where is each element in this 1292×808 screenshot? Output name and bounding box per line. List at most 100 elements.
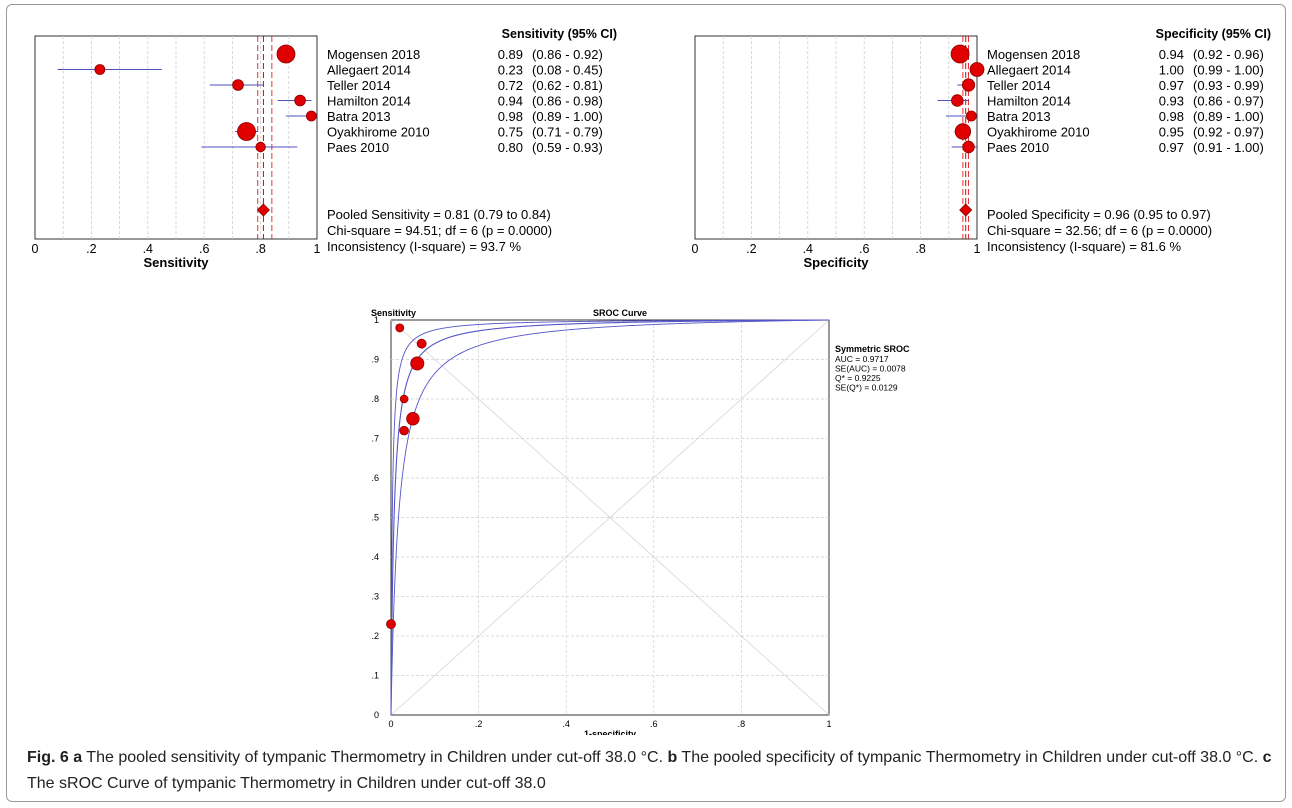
y-tick-label: .9 [371, 355, 379, 365]
pooled-stat: Pooled Sensitivity = 0.81 (0.79 to 0.84) [327, 207, 551, 222]
study-value: 1.00 [1159, 63, 1184, 78]
study-value: 0.75 [498, 125, 523, 140]
legend-stat: AUC = 0.9717 [835, 354, 889, 364]
x-axis-label: Specificity [803, 255, 869, 270]
x-tick-label: 1 [826, 719, 831, 729]
study-point [965, 110, 977, 122]
x-tick-label: 0 [388, 719, 393, 729]
x-tick-label: .6 [199, 242, 209, 256]
chart-title: SROC Curve [593, 308, 647, 318]
study-point [399, 394, 409, 404]
study-value: 0.94 [1159, 47, 1184, 62]
y-tick-label: .4 [371, 552, 379, 562]
study-name: Batra 2013 [327, 109, 391, 124]
study-value: 0.98 [1159, 109, 1184, 124]
y-tick-label: .6 [371, 473, 379, 483]
study-name: Batra 2013 [987, 109, 1051, 124]
x-tick-label: .4 [143, 242, 153, 256]
study-point [294, 94, 306, 107]
study-point [950, 44, 970, 64]
study-point [969, 62, 985, 77]
study-ci: (0.86 - 0.92) [532, 47, 603, 62]
pooled-diamond [256, 203, 270, 217]
study-name: Paes 2010 [327, 140, 389, 155]
study-ci: (0.89 - 1.00) [1193, 109, 1264, 124]
study-point [395, 323, 405, 333]
study-name: Mogensen 2018 [987, 47, 1080, 62]
study-point [416, 338, 427, 349]
x-tick-label: .8 [738, 719, 746, 729]
x-tick-label: .8 [255, 242, 265, 256]
x-axis-label: 1-specificity [584, 729, 636, 735]
x-tick-label: .6 [859, 242, 869, 256]
x-tick-label: 0 [32, 242, 39, 256]
study-value: 0.97 [1159, 78, 1184, 93]
study-value: 0.98 [498, 109, 523, 124]
y-tick-label: .8 [371, 394, 379, 404]
sroc-ci-curve [390, 319, 830, 715]
study-point [406, 412, 420, 426]
study-ci: (0.59 - 0.93) [532, 140, 603, 155]
study-point [255, 141, 266, 153]
legend-stat: SE(AUC) = 0.0078 [835, 364, 906, 374]
study-name: Teller 2014 [987, 78, 1051, 93]
study-value: 0.95 [1159, 125, 1184, 140]
study-value: 0.89 [498, 47, 523, 62]
x-tick-label: .4 [803, 242, 813, 256]
study-ci: (0.62 - 0.81) [532, 78, 603, 93]
study-value: 0.97 [1159, 140, 1184, 155]
x-tick-label: 1 [314, 242, 321, 256]
study-name: Teller 2014 [327, 78, 391, 93]
study-point [232, 79, 244, 91]
sroc-curve [390, 319, 830, 715]
figure-caption: Fig. 6 a The pooled sensitivity of tympa… [27, 745, 1277, 797]
caption-letter-c: c [1262, 749, 1272, 766]
y-tick-label: .1 [371, 671, 379, 681]
y-tick-label: .5 [371, 513, 379, 523]
pooled-stat: Chi-square = 32.56; df = 6 (p = 0.0000) [987, 223, 1212, 238]
forest-header: Specificity (95% CI) [1156, 27, 1271, 41]
study-ci: (0.08 - 0.45) [532, 63, 603, 78]
legend-title: Symmetric SROC [835, 344, 910, 354]
study-ci: (0.92 - 0.96) [1193, 47, 1264, 62]
legend-stat: SE(Q*) = 0.0129 [835, 383, 898, 393]
x-tick-label: 0 [692, 242, 699, 256]
caption-text-b: The pooled specificity of tympanic Therm… [677, 749, 1263, 766]
study-point [961, 78, 976, 92]
study-name: Oyakhirome 2010 [327, 125, 430, 140]
study-name: Hamilton 2014 [327, 94, 411, 109]
sroc-curve-plot: 0 .2 .4 .6 .8 1 0 .1 .2 .3 .4 .5 .6 .7 .8 .9 1 1-specific… [371, 308, 910, 739]
study-ci: (0.93 - 0.99) [1193, 78, 1264, 93]
study-point [386, 619, 396, 630]
x-tick-label: .2 [475, 719, 483, 729]
x-tick-label: .2 [746, 242, 756, 256]
figure-frame: Sensitivity (95% CI) Mogensen 2018 0.89 (0.… [6, 4, 1286, 802]
study-point [399, 425, 409, 436]
study-ci: (0.91 - 1.00) [1193, 140, 1264, 155]
specificity-forest-plot: Specificity (95% CI) Mogensen 2018 0.94 (0.… [692, 27, 1271, 270]
y-tick-label: .3 [371, 592, 379, 602]
study-value: 0.72 [498, 78, 523, 93]
anti-diagonal-line [390, 319, 830, 716]
study-point [954, 123, 972, 140]
study-name: Oyakhirome 2010 [987, 125, 1090, 140]
pooled-stat: Pooled Specificity = 0.96 (0.95 to 0.97) [987, 207, 1211, 222]
caption-figure-number: Fig. 6 [27, 749, 69, 766]
study-name: Mogensen 2018 [327, 47, 420, 62]
y-tick-label: .2 [371, 631, 379, 641]
y-axis-label: Sensitivity [371, 308, 416, 318]
y-tick-label: 1 [374, 315, 379, 325]
pooled-stat: Chi-square = 94.51; df = 6 (p = 0.0000) [327, 223, 552, 238]
study-ci: (0.86 - 0.97) [1193, 94, 1264, 109]
study-name: Allegaert 2014 [327, 63, 411, 78]
study-point [237, 122, 256, 141]
study-point [305, 110, 317, 122]
caption-text-a: The pooled sensitivity of tympanic Therm… [82, 749, 668, 766]
x-tick-label: .8 [915, 242, 925, 256]
study-ci: (0.86 - 0.98) [532, 94, 603, 109]
y-tick-label: .7 [371, 434, 379, 444]
study-name: Allegaert 2014 [987, 63, 1071, 78]
x-tick-label: .2 [86, 242, 96, 256]
y-tick-label: 0 [374, 710, 379, 720]
study-value: 0.80 [498, 140, 523, 155]
